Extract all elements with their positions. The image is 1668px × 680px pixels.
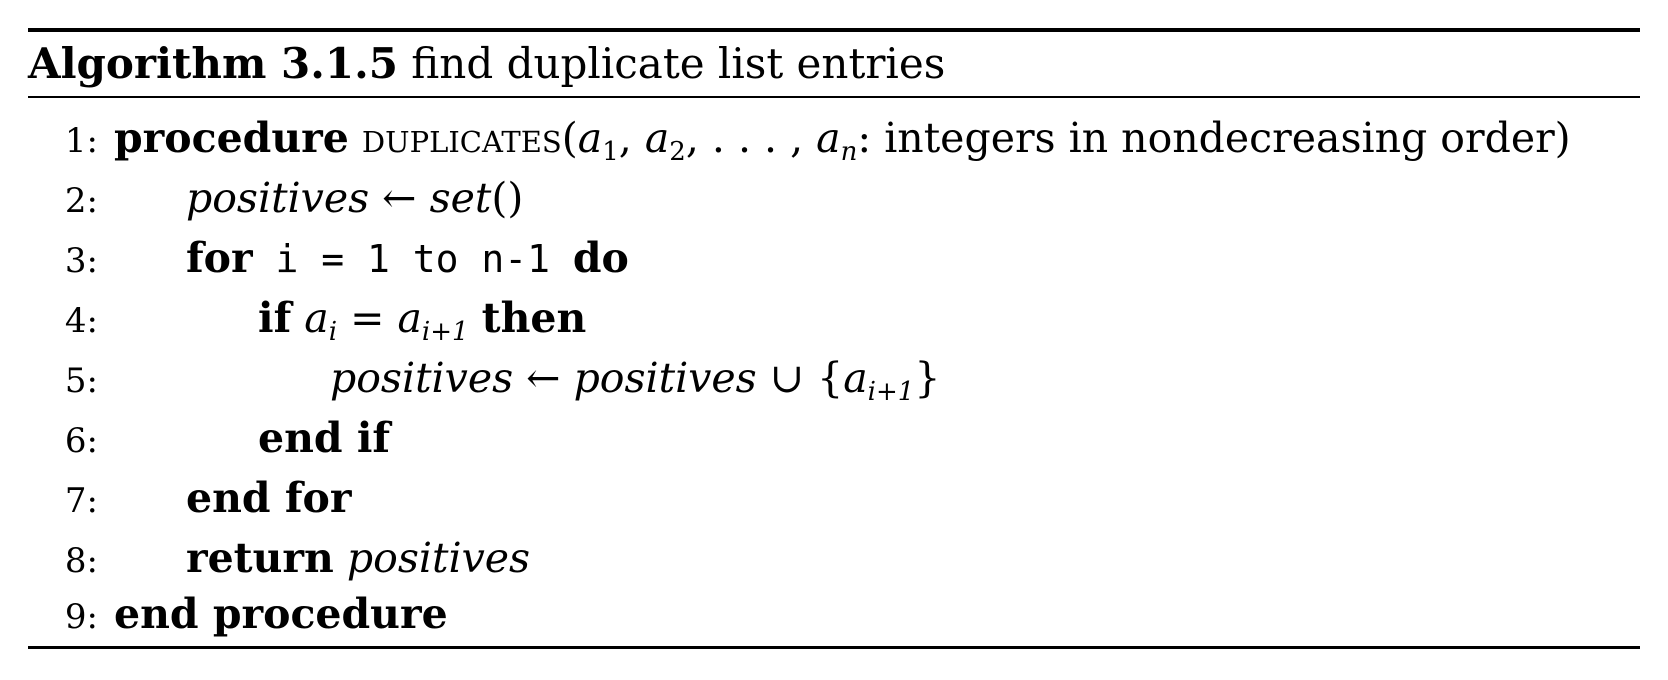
line-number: 8: bbox=[64, 541, 98, 581]
code-line-9: 9: end procedure bbox=[28, 584, 448, 644]
param-a: a bbox=[644, 114, 670, 162]
line-number: 2: bbox=[64, 181, 98, 221]
term-a: a bbox=[397, 294, 422, 342]
param-a: a bbox=[816, 114, 841, 162]
keyword-end-procedure: end procedure bbox=[114, 590, 448, 638]
line-number: 1: bbox=[64, 121, 98, 161]
variable-positives: positives bbox=[573, 354, 757, 402]
line-number: 4: bbox=[64, 301, 98, 341]
top-rule bbox=[28, 28, 1640, 32]
keyword-return: return bbox=[186, 534, 334, 582]
param-subscript: n bbox=[840, 137, 858, 167]
equals-sign: = bbox=[337, 294, 398, 342]
keyword-for: for bbox=[186, 234, 253, 282]
algorithm-title: find duplicate list entries bbox=[411, 39, 946, 88]
term-subscript: i+1 bbox=[867, 377, 915, 407]
param-subscript: 2 bbox=[669, 137, 686, 167]
keyword-then: then bbox=[481, 294, 587, 342]
term-subscript: i bbox=[328, 317, 338, 347]
term-subscript: i+1 bbox=[421, 317, 469, 347]
procedure-name: duplicates bbox=[361, 114, 562, 162]
line-number: 3: bbox=[64, 241, 98, 281]
term-a: a bbox=[304, 294, 329, 342]
keyword-procedure: procedure bbox=[114, 114, 349, 162]
variable-positives: positives bbox=[330, 354, 514, 402]
keyword-end-for: end for bbox=[186, 474, 352, 522]
keyword-if: if bbox=[258, 294, 292, 342]
variable-positives: positives bbox=[346, 534, 531, 582]
algorithm-caption: Algorithm 3.1.5 find duplicate list entr… bbox=[28, 36, 945, 92]
union-operator: ∪ { bbox=[756, 354, 844, 402]
algorithm-box: Algorithm 3.1.5 find duplicate list entr… bbox=[28, 28, 1640, 650]
set-close-brace: } bbox=[914, 354, 941, 402]
param-ellipsis: , . . . , bbox=[685, 114, 817, 162]
code-line-4: 4: if ai = ai+1 then bbox=[28, 288, 586, 348]
algorithm-label: Algorithm 3.1.5 bbox=[28, 39, 398, 88]
assign-arrow: ← bbox=[513, 354, 574, 402]
call-parens: () bbox=[491, 174, 524, 222]
loop-range: i = 1 to n-1 bbox=[252, 237, 573, 281]
variable-positives: positives bbox=[186, 174, 370, 222]
param-subscript: 1 bbox=[602, 137, 619, 167]
code-line-7: 7: end for bbox=[28, 468, 352, 528]
code-line-8: 8: return positives bbox=[28, 528, 530, 588]
params-open: ( bbox=[561, 114, 578, 162]
line-number: 7: bbox=[64, 481, 98, 521]
param-separator: , bbox=[618, 114, 645, 162]
code-line-5: 5: positives ← positives ∪ {ai+1} bbox=[28, 348, 941, 408]
code-line-1: 1: procedure duplicates(a1, a2, . . . , … bbox=[28, 108, 1571, 168]
bottom-rule bbox=[28, 646, 1640, 649]
params-description: : integers in nondecreasing order) bbox=[857, 114, 1571, 162]
code-line-6: 6: end if bbox=[28, 408, 390, 468]
keyword-end-if: end if bbox=[258, 414, 391, 462]
line-number: 6: bbox=[64, 421, 98, 461]
assign-arrow: ← bbox=[369, 174, 430, 222]
param-a: a bbox=[577, 114, 603, 162]
code-line-3: 3: for i = 1 to n-1 do bbox=[28, 228, 629, 288]
code-line-2: 2: positives ← set() bbox=[28, 168, 523, 228]
function-set: set bbox=[429, 174, 492, 222]
caption-rule bbox=[28, 96, 1640, 98]
term-a: a bbox=[843, 354, 868, 402]
line-number: 9: bbox=[64, 597, 98, 637]
line-number: 5: bbox=[64, 361, 98, 401]
keyword-do: do bbox=[572, 234, 629, 282]
